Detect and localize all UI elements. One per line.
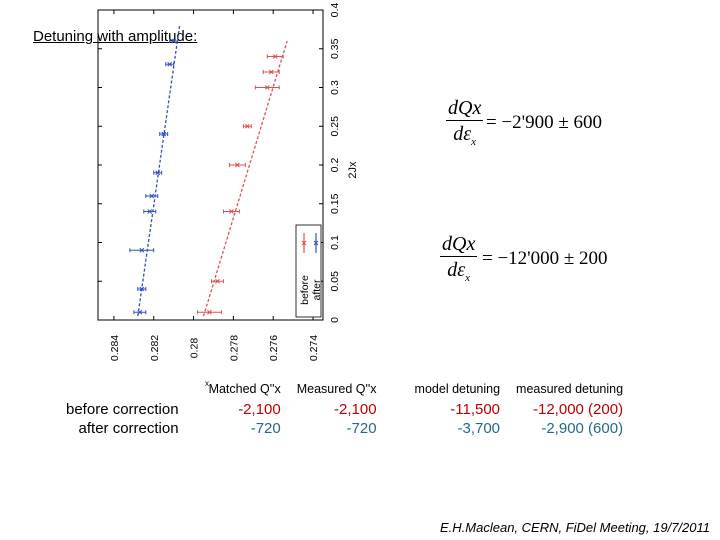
table-cell: -720 bbox=[346, 420, 377, 437]
plot-border bbox=[97, 9, 324, 321]
series-after bbox=[129, 25, 181, 317]
equation-before: dQx dεx = −2'900 ± 600 bbox=[446, 96, 646, 156]
y-tick-label: 0.284 bbox=[109, 335, 121, 361]
data-point bbox=[137, 309, 143, 315]
series-layer bbox=[129, 25, 288, 317]
data-point bbox=[147, 209, 153, 214]
legend: before after bbox=[295, 224, 323, 318]
equation-value: = −2'900 ± 600 bbox=[486, 112, 603, 133]
x-tick-label: 0.05 bbox=[329, 271, 341, 292]
table-cell: -720 bbox=[250, 420, 281, 437]
corner-label: x bbox=[205, 379, 209, 388]
table-row: after correction -720 -720 -3,700 -2,900… bbox=[58, 419, 631, 438]
data-point bbox=[161, 131, 167, 137]
y-tick-label: 0.28 bbox=[189, 338, 201, 359]
plot-frame bbox=[97, 9, 324, 321]
row-label: after correction bbox=[78, 420, 179, 437]
equation-after: dQx dεx = −12'000 ± 200 bbox=[440, 232, 640, 292]
table-cell: -2,100 bbox=[334, 401, 377, 418]
table-header-row: Matched Q''x Measured Q''x model detunin… bbox=[58, 382, 631, 400]
table-cell: -12,000 (200) bbox=[533, 401, 624, 418]
y-tick-label: 0.274 bbox=[308, 335, 320, 361]
x-tick-label: 0.2 bbox=[329, 158, 341, 173]
table-cell: -2,900 (600) bbox=[541, 420, 624, 437]
fit-line bbox=[137, 25, 181, 317]
x-tick-label: 0 bbox=[329, 317, 341, 323]
y-tick-label: 0.282 bbox=[149, 335, 161, 361]
column-header: Matched Q''x bbox=[208, 382, 281, 396]
table-corner bbox=[58, 382, 201, 400]
x-tick-label: 0.35 bbox=[329, 38, 341, 59]
data-point bbox=[264, 85, 270, 90]
x-tick-label: 0.4 bbox=[329, 3, 341, 18]
data-point bbox=[268, 69, 274, 75]
data-point bbox=[272, 54, 278, 59]
equation-denominator: dεx bbox=[453, 123, 477, 148]
equation-denominator: dεx bbox=[447, 259, 471, 284]
column-header: measured detuning bbox=[516, 382, 624, 396]
y-tick-label: 0.276 bbox=[268, 335, 280, 361]
page-title: Detuning with amplitude: bbox=[33, 28, 198, 45]
table-cell: -11,500 bbox=[450, 401, 501, 418]
y-axis-ticks: 0.274 0.276 0.278 0.28 0.282 0.284 x bbox=[109, 10, 320, 388]
data-point bbox=[244, 123, 250, 129]
table-cell: -2,100 bbox=[238, 401, 281, 418]
x-axis-ticks: 0 0.05 0.1 0.15 0.2 0.25 0.3 0.35 0.4 2Jx bbox=[98, 3, 359, 323]
data-point bbox=[139, 247, 145, 253]
legend-marker bbox=[313, 240, 319, 246]
table-cell: -3,700 bbox=[457, 420, 501, 437]
legend-box bbox=[295, 224, 322, 318]
y-tick-label: 0.278 bbox=[228, 335, 240, 361]
legend-label: after bbox=[311, 279, 323, 301]
equation-numerator: dQx bbox=[446, 97, 484, 121]
data-point bbox=[149, 193, 155, 199]
column-header: Measured Q''x bbox=[296, 382, 377, 396]
data-point bbox=[207, 309, 212, 315]
equation-numerator: dQx bbox=[440, 233, 478, 257]
table-row: before correction -2,100 -2,100 -11,500 … bbox=[58, 400, 631, 419]
footer-citation: E.H.Maclean, CERN, FiDel Meeting, 19/7/2… bbox=[440, 520, 710, 535]
x-tick-label: 0.15 bbox=[329, 193, 341, 214]
row-label: before correction bbox=[66, 401, 179, 418]
data-point bbox=[167, 61, 173, 67]
series-before bbox=[197, 40, 288, 317]
column-header: model detuning bbox=[414, 382, 501, 396]
legend-label: before bbox=[299, 275, 311, 305]
data-point bbox=[155, 170, 161, 176]
data-point bbox=[235, 162, 240, 168]
x-tick-label: 0.1 bbox=[329, 235, 341, 250]
fit-line bbox=[202, 40, 288, 317]
data-point bbox=[229, 209, 234, 214]
equation-value: = −12'000 ± 200 bbox=[482, 248, 608, 269]
detuning-table: Matched Q''x Measured Q''x model detunin… bbox=[58, 382, 631, 438]
x-axis-label: 2Jx bbox=[347, 161, 359, 179]
data-point bbox=[171, 38, 177, 44]
data-point bbox=[215, 278, 220, 284]
x-tick-label: 0.25 bbox=[329, 116, 341, 137]
legend-marker bbox=[301, 240, 307, 246]
x-tick-label: 0.3 bbox=[329, 80, 341, 95]
data-point bbox=[139, 286, 145, 292]
